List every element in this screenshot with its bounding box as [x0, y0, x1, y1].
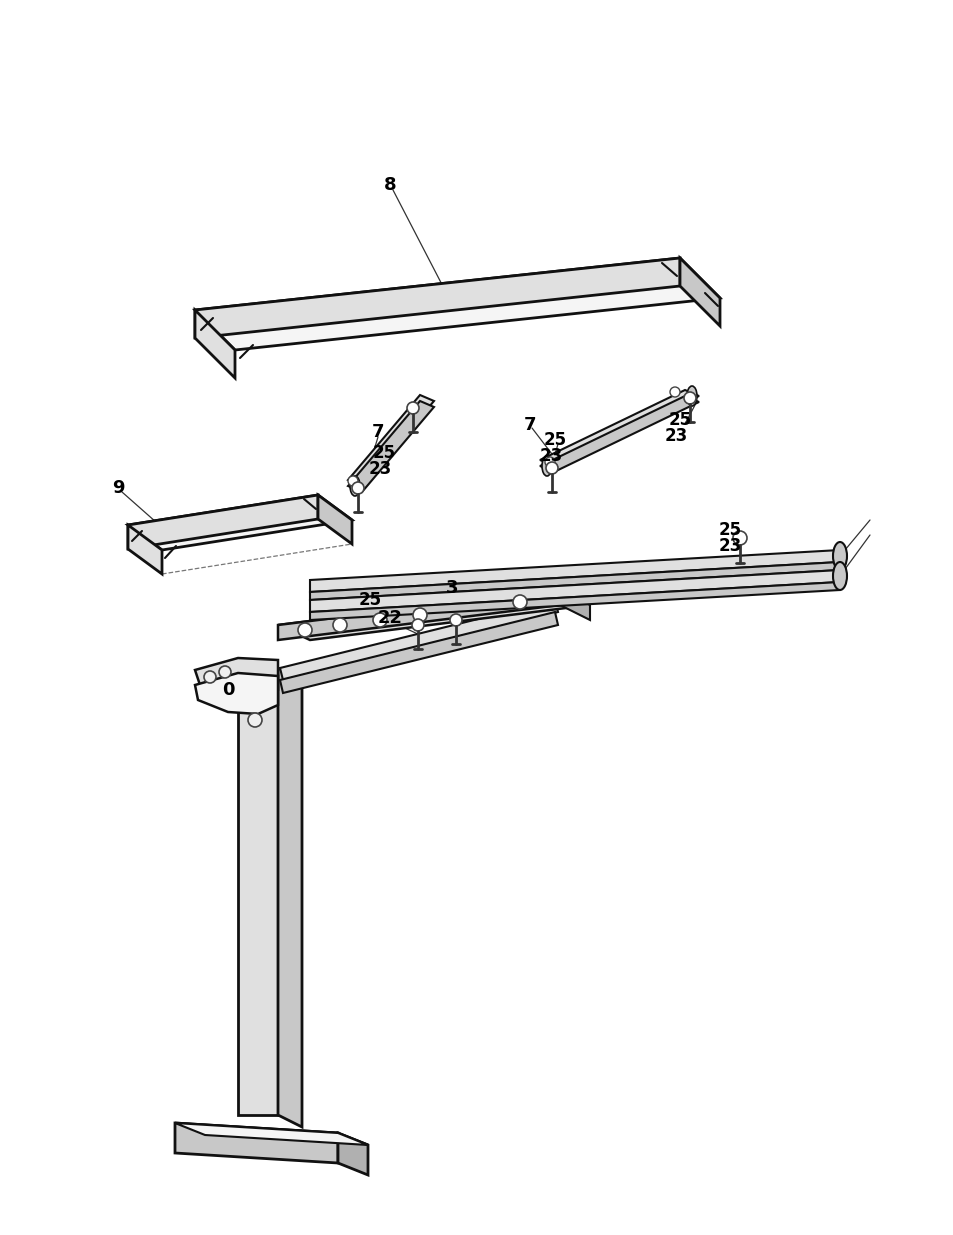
Polygon shape [128, 525, 162, 574]
Circle shape [669, 387, 679, 396]
Circle shape [219, 666, 231, 678]
Circle shape [248, 713, 262, 727]
Polygon shape [348, 395, 434, 487]
Polygon shape [174, 1123, 368, 1145]
Text: 22: 22 [377, 609, 402, 627]
Text: 23: 23 [368, 459, 392, 478]
Circle shape [297, 622, 312, 637]
Circle shape [413, 608, 427, 622]
Ellipse shape [686, 387, 697, 406]
Polygon shape [174, 1123, 337, 1163]
Circle shape [513, 595, 526, 609]
Polygon shape [679, 258, 720, 326]
Polygon shape [559, 590, 589, 620]
Circle shape [333, 618, 347, 632]
Text: 25: 25 [358, 592, 381, 609]
Polygon shape [277, 590, 589, 640]
Polygon shape [280, 613, 558, 693]
Text: 23: 23 [718, 537, 740, 555]
Polygon shape [348, 401, 434, 492]
Polygon shape [310, 562, 840, 600]
Circle shape [732, 531, 746, 545]
Polygon shape [310, 550, 840, 592]
Text: 7: 7 [372, 424, 384, 441]
Circle shape [545, 462, 558, 474]
Polygon shape [317, 495, 352, 543]
Text: 23: 23 [538, 447, 562, 466]
Circle shape [412, 619, 423, 631]
Circle shape [544, 457, 555, 467]
Polygon shape [128, 495, 317, 550]
Circle shape [373, 613, 387, 627]
Polygon shape [337, 1132, 368, 1174]
Polygon shape [539, 396, 699, 472]
Text: 25: 25 [668, 411, 691, 429]
Polygon shape [128, 495, 352, 550]
Circle shape [348, 475, 357, 487]
Circle shape [683, 391, 696, 404]
Text: 0: 0 [221, 680, 234, 699]
Polygon shape [174, 1123, 368, 1145]
Ellipse shape [541, 456, 552, 475]
Polygon shape [194, 658, 277, 700]
Circle shape [352, 482, 364, 494]
Ellipse shape [350, 475, 359, 496]
Polygon shape [277, 590, 559, 640]
Text: 25: 25 [372, 445, 395, 462]
Text: 9: 9 [112, 479, 124, 496]
Polygon shape [310, 582, 840, 620]
Polygon shape [237, 668, 277, 1115]
Circle shape [450, 614, 461, 626]
Ellipse shape [832, 542, 846, 571]
Text: 7: 7 [523, 416, 536, 433]
Polygon shape [277, 668, 302, 1128]
Polygon shape [539, 390, 699, 466]
Polygon shape [194, 310, 234, 378]
Polygon shape [194, 258, 679, 338]
Polygon shape [310, 571, 840, 613]
Text: 25: 25 [543, 431, 566, 450]
Text: 23: 23 [663, 427, 687, 445]
Polygon shape [194, 258, 720, 350]
Text: 25: 25 [718, 521, 740, 538]
Text: 3: 3 [445, 579, 457, 597]
Polygon shape [194, 673, 277, 714]
Polygon shape [280, 600, 558, 680]
Text: 8: 8 [383, 177, 395, 194]
Circle shape [407, 403, 418, 414]
Ellipse shape [832, 562, 846, 590]
Circle shape [204, 671, 215, 683]
